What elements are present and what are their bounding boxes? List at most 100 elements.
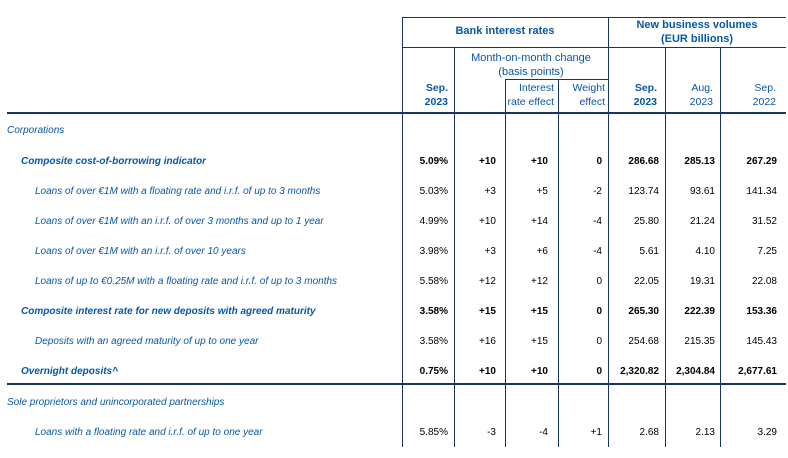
cell-col2: +15 [531, 306, 548, 317]
cell-col3: +1 [590, 427, 602, 438]
cell-col3: -2 [593, 186, 602, 197]
column-header-volume-aug-2023: Aug. 2023 [690, 81, 713, 109]
cell-col6: 267.29 [746, 156, 777, 167]
column-header-line: 2023 [633, 96, 657, 108]
cell-col2: +14 [531, 216, 548, 227]
column-header-volume-sep-2022: Sep. 2022 [753, 81, 776, 109]
grid-line-vertical-mom-left [454, 47, 455, 447]
cell-col1: +16 [479, 336, 496, 347]
cell-col5: 21.24 [689, 216, 715, 227]
cell-col5: 93.61 [689, 186, 715, 197]
cell-col1: +10 [479, 156, 496, 167]
column-header-line: rate effect [507, 96, 554, 108]
table-row: Loans with a floating rate and i.r.f. of… [0, 426, 788, 440]
subheader-mom-line2: (basis points) [498, 66, 564, 78]
column-header-line: 2022 [752, 96, 776, 108]
grid-line-group-underline [402, 47, 786, 48]
cell-col4: 22.05 [633, 276, 659, 287]
group-header-volumes-line1: New business volumes [636, 19, 758, 31]
section-header-row: Sole proprietors and unincorporated part… [0, 396, 788, 410]
cell-col3: 0 [596, 366, 602, 377]
column-header-line: Interest [518, 82, 554, 94]
cell-col2: +10 [531, 366, 548, 377]
table-row: Loans of up to €0.25M with a floating ra… [0, 275, 788, 289]
cell-col4: 5.61 [639, 246, 659, 257]
cell-col4: 254.68 [628, 336, 659, 347]
cell-col5: 19.31 [689, 276, 715, 287]
cell-col4: 25.80 [633, 216, 659, 227]
cell-col6: 3.29 [757, 427, 777, 438]
cell-col0: 5.09% [419, 156, 448, 167]
column-header-interest-rate-effect: Interest rate effect [507, 81, 554, 109]
cell-col6: 22.08 [751, 276, 777, 287]
cell-col0: 3.98% [419, 246, 448, 257]
grid-line-vertical-volumes-left [608, 17, 609, 447]
cell-col0: 5.85% [419, 427, 448, 438]
cell-col3: -4 [593, 246, 602, 257]
cell-col6: 31.52 [751, 216, 777, 227]
cell-col5: 215.35 [684, 336, 715, 347]
column-header-line: 2023 [424, 96, 448, 108]
cell-col3: 0 [596, 336, 602, 347]
table-row: Loans of over €1M with an i.r.f. of over… [0, 245, 788, 259]
group-header-volumes-line2: (EUR billions) [660, 33, 734, 45]
cell-col0: 3.58% [419, 336, 448, 347]
cell-col2: +12 [531, 276, 548, 287]
row-label: Loans of over €1M with an i.r.f. of over… [35, 216, 324, 227]
group-header-bank-interest-rates: Bank interest rates [455, 25, 555, 37]
column-header-line: Sep. [634, 82, 657, 94]
cell-col6: 7.25 [757, 246, 777, 257]
cell-col3: 0 [596, 156, 602, 167]
column-header-line: effect [579, 96, 606, 108]
cell-col0: 3.58% [419, 306, 448, 317]
column-header-line: 2023 [689, 96, 713, 108]
cell-col1: +3 [484, 246, 496, 257]
cell-col6: 2,677.61 [738, 366, 777, 377]
cell-col2: +10 [531, 156, 548, 167]
cell-col5: 285.13 [684, 156, 715, 167]
table-row: Overnight deposits^ 0.75% +10 +10 0 2,320.82 2… [0, 365, 788, 379]
column-header-volume-sep-2023: Sep. 2023 [634, 81, 657, 109]
grid-line-vertical-vol-aug-left [665, 47, 666, 447]
table-row: Deposits with an agreed maturity of up t… [0, 335, 788, 349]
table-row: Composite interest rate for new deposits… [0, 305, 788, 319]
cell-col2: +5 [536, 186, 548, 197]
group-header-new-business-volumes: New business volumes (EUR billions) [608, 18, 786, 46]
grid-line-vertical-interest-effect-left [505, 79, 506, 447]
cell-col3: 0 [596, 276, 602, 287]
cell-col5: 222.39 [684, 306, 715, 317]
table-row: Loans of over €1M with an i.r.f. of over… [0, 215, 788, 229]
grid-line-basis-points-underline [505, 79, 608, 80]
cell-col1: -3 [487, 427, 496, 438]
cell-col4: 123.74 [628, 186, 659, 197]
cell-col0: 4.99% [419, 216, 448, 227]
section-header-row: Corporations [0, 124, 788, 138]
cell-col6: 153.36 [746, 306, 777, 317]
section-label: Sole proprietors and unincorporated part… [7, 397, 225, 408]
row-label: Loans with a floating rate and i.r.f. of… [35, 427, 263, 438]
cell-col1: +12 [479, 276, 496, 287]
column-header-line: Aug. [691, 82, 713, 94]
column-header-line: Sep. [425, 82, 448, 94]
column-header-weight-effect: Weight effect [573, 81, 606, 109]
cell-col0: 5.03% [419, 186, 448, 197]
subheader-mom-line1: Month-on-month change [471, 52, 591, 64]
row-label: Loans of over €1M with a floating rate a… [35, 186, 321, 197]
cell-col0: 5.58% [419, 276, 448, 287]
row-label: Composite cost-of-borrowing indicator [21, 156, 206, 167]
table-row: Composite cost-of-borrowing indicator 5.0… [0, 155, 788, 169]
row-label: Overnight deposits^ [21, 366, 118, 377]
grid-line-vertical-rate-left [402, 17, 403, 447]
column-header-rate-sep-2023: Sep. 2023 [425, 81, 448, 109]
cell-col2: +15 [531, 336, 548, 347]
cell-col1: +10 [479, 366, 496, 377]
cell-col3: 0 [596, 306, 602, 317]
section-label: Corporations [7, 125, 65, 136]
cell-col1: +10 [479, 216, 496, 227]
cell-col0: 0.75% [419, 366, 448, 377]
cell-col6: 141.34 [746, 186, 777, 197]
cell-col4: 2.68 [639, 427, 659, 438]
row-label: Composite interest rate for new deposits… [21, 306, 316, 317]
cell-col1: +3 [484, 186, 496, 197]
grid-line-vertical-weight-effect-left [558, 79, 559, 447]
